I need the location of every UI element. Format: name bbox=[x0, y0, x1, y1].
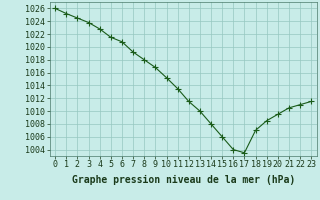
X-axis label: Graphe pression niveau de la mer (hPa): Graphe pression niveau de la mer (hPa) bbox=[72, 175, 295, 185]
